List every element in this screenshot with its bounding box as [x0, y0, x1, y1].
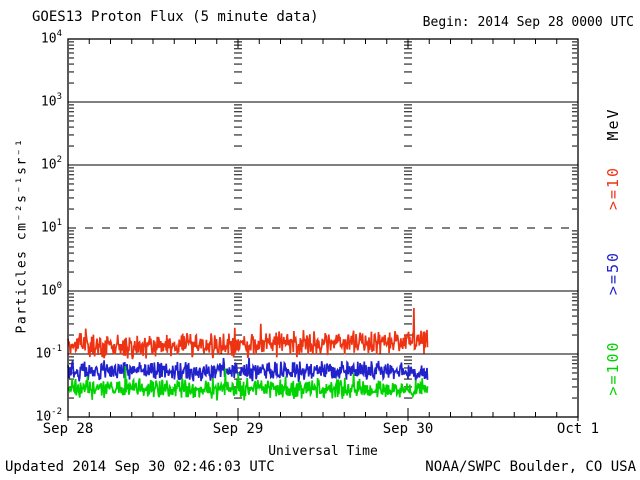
- legend-label-10: >=10: [604, 165, 622, 211]
- y-tick-label-10e-2: 10-2: [35, 407, 63, 425]
- day-boundary-tick-ladders: [234, 41, 412, 399]
- y-tick-label-10e1: 101: [40, 218, 62, 236]
- y-tick-label-10e2: 102: [40, 155, 62, 173]
- x-axis-title: Universal Time: [268, 444, 378, 459]
- y-tick-label-10e-1: 10-1: [35, 344, 63, 362]
- updated-timestamp: Updated 2014 Sep 30 02:46:03 UTC: [5, 459, 275, 475]
- series-trace--50-mev: [67, 357, 429, 382]
- begin-timestamp: Begin: 2014 Sep 28 0000 UTC: [422, 15, 634, 30]
- y-tick-label-10e4: 104: [40, 29, 62, 47]
- chart-title: GOES13 Proton Flux (5 minute data): [32, 9, 319, 25]
- plot-frame: [67, 38, 579, 418]
- legend-label-mev: MeV: [604, 107, 622, 141]
- x-tick-label-sep-29: Sep 29: [212, 421, 264, 437]
- axis-ticks: [67, 39, 579, 421]
- series-trace--100-mev: [67, 366, 429, 401]
- x-tick-label-oct-1: Oct 1: [556, 421, 600, 437]
- gridlines: [68, 101, 578, 355]
- series-trace--10-mev: [67, 307, 429, 360]
- x-tick-label-sep-28: Sep 28: [42, 421, 94, 437]
- series-traces: [67, 307, 429, 401]
- y-tick-label-10e3: 103: [40, 92, 62, 110]
- source-attribution: NOAA/SWPC Boulder, CO USA: [425, 459, 636, 475]
- x-tick-label-sep-30: Sep 30: [382, 421, 434, 437]
- legend-label-100: >=100: [604, 340, 622, 396]
- y-tick-label-10e0: 100: [40, 281, 62, 299]
- legend-label-50: >=50: [604, 250, 622, 296]
